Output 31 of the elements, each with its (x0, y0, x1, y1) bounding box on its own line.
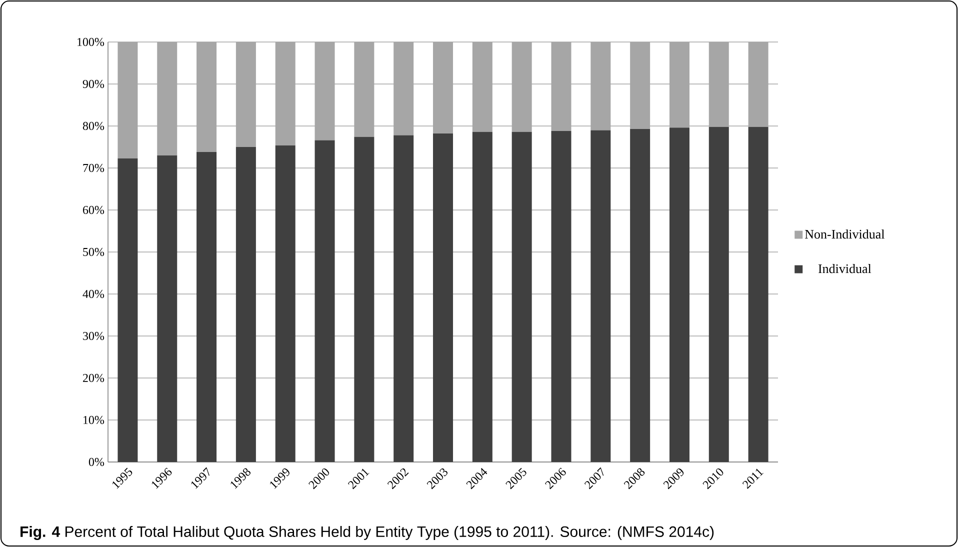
bar (708, 126, 729, 462)
y-tick-label: 10% (84, 416, 104, 424)
y-tick-label: 50% (83, 248, 104, 256)
text: Fig. 4 Percent of Total Halibut Quota Shares Held by Entity Type (1995 to 2011). Source: (NMFS 2014c) (20, 526, 714, 540)
bar (472, 132, 492, 462)
y-tick-label: 0% (88, 458, 104, 466)
legend-label: Individual (818, 264, 872, 274)
bar (669, 128, 690, 462)
bar (157, 155, 178, 462)
y-tick-label: 90% (82, 80, 104, 88)
legend-label: Non-Individual (804, 229, 885, 239)
bar (275, 145, 296, 462)
bar (118, 158, 138, 462)
bar (196, 152, 217, 462)
y-tick-label: 100% (78, 38, 104, 46)
bar (748, 126, 768, 462)
y-tick-label: 70% (83, 164, 104, 172)
y-tick-label: 30% (83, 332, 104, 340)
bar (590, 130, 611, 462)
bar (512, 132, 532, 462)
y-tick-label: 20% (83, 374, 104, 382)
bar (433, 134, 454, 462)
bar (551, 131, 572, 462)
bar (236, 146, 256, 462)
y-tick-label: 80% (82, 122, 104, 130)
bar (394, 135, 414, 462)
y-tick-label: 60% (82, 206, 104, 214)
y-tick-label: 40% (82, 290, 104, 298)
bar (314, 140, 335, 462)
bar (630, 128, 650, 462)
bar (354, 136, 374, 462)
